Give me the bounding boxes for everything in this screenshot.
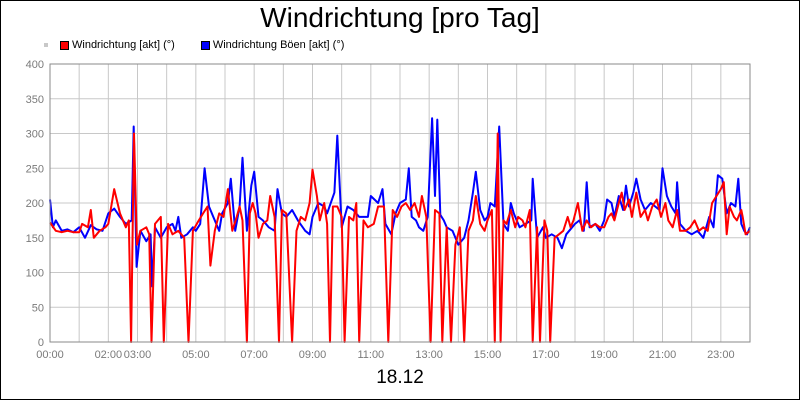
series-line-windrichtung: [49, 132, 751, 343]
legend-label-windrichtung: Windrichtung [akt] (°): [72, 39, 175, 51]
x-tick-label: 13:00: [415, 349, 443, 361]
legend-label-windrichtung-boeen: Windrichtung Böen [akt] (°): [212, 39, 345, 51]
legend-swatch-red: [60, 40, 69, 50]
x-tick-label: 09:00: [299, 349, 327, 361]
x-tick-label: 03:00: [124, 349, 152, 361]
y-tick-label: 300: [26, 129, 44, 141]
x-axis-date-label: 18.12: [376, 367, 424, 388]
series-lines: [49, 117, 751, 343]
y-tick-label: 200: [26, 198, 44, 210]
y-tick-label: 150: [26, 233, 44, 245]
legend-toggle-dot: [44, 43, 48, 47]
chart-legend: Windrichtung [akt] (°) Windrichtung Böen…: [44, 38, 370, 52]
legend-swatch-blue: [200, 40, 210, 50]
x-tick-label: 23:00: [707, 349, 735, 361]
x-tick-label: 00:00: [36, 349, 64, 361]
legend-item-windrichtung[interactable]: Windrichtung [akt] (°): [60, 39, 175, 51]
x-tick-label: 19:00: [590, 349, 618, 361]
y-axis-ticks: 0 50 100 150 200 250 300 350 400: [26, 59, 44, 349]
y-tick-label: 0: [38, 337, 44, 349]
x-tick-label: 15:00: [474, 349, 502, 361]
chart-title: Windrichtung [pro Tag]: [260, 2, 540, 33]
x-tick-label: 05:00: [182, 349, 210, 361]
y-tick-label: 100: [26, 268, 44, 280]
x-tick-label: 07:00: [240, 349, 268, 361]
plot-border: [49, 63, 751, 343]
y-tick-label: 50: [32, 302, 44, 314]
y-tick-label: 350: [26, 94, 44, 106]
x-tick-label: 02:00: [95, 349, 123, 361]
x-axis-ticks: 00:00 02:00 03:00 05:00 07:00 09:00 11:00 13:00…: [36, 349, 734, 361]
x-tick-label: 21:00: [649, 349, 677, 361]
series-line-windrichtung-boeen: [49, 117, 751, 288]
x-tick-label: 11:00: [357, 349, 384, 361]
legend-item-windrichtung-boeen[interactable]: Windrichtung Böen [akt] (°): [200, 39, 345, 51]
x-tick-label: 17:00: [532, 349, 560, 361]
y-tick-label: 400: [26, 59, 44, 71]
y-tick-label: 250: [26, 163, 44, 175]
